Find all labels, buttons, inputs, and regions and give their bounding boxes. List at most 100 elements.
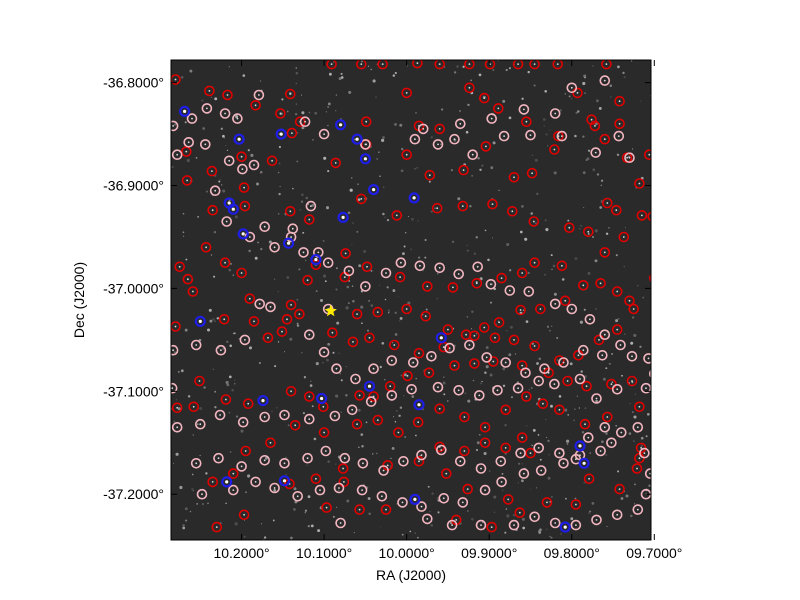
source-star — [386, 464, 389, 467]
source-star — [308, 395, 311, 398]
source-star — [638, 405, 641, 408]
source-marker-1 — [259, 454, 271, 466]
background-star — [307, 495, 311, 499]
background-star — [352, 222, 354, 224]
background-star — [382, 212, 385, 216]
background-star — [611, 381, 614, 383]
source-marker-0 — [634, 178, 645, 189]
background-star — [394, 122, 397, 126]
background-star — [300, 193, 304, 197]
background-star — [484, 371, 487, 374]
background-star — [490, 301, 492, 304]
source-marker-1 — [504, 285, 516, 296]
source-star — [518, 511, 521, 514]
background-star — [574, 408, 576, 410]
source-star — [199, 423, 202, 426]
source-star — [405, 92, 408, 94]
source-star — [484, 426, 486, 429]
source-star — [588, 477, 590, 480]
background-star — [558, 395, 562, 398]
blue-source-marker — [351, 133, 363, 145]
source-star — [498, 321, 500, 324]
background-star — [629, 403, 631, 405]
source-marker-1 — [259, 411, 271, 423]
background-star — [642, 296, 645, 299]
background-star — [493, 511, 496, 514]
source-star — [382, 469, 385, 472]
source-star — [325, 506, 328, 509]
background-star — [537, 434, 540, 436]
source-star — [484, 441, 486, 444]
source-star — [543, 367, 546, 370]
background-star — [384, 379, 386, 381]
source-marker-1 — [314, 484, 326, 496]
background-star — [378, 151, 380, 153]
source-marker-1 — [407, 357, 419, 368]
source-marker-1 — [213, 452, 224, 464]
source-marker-1 — [232, 113, 243, 124]
background-star — [485, 346, 489, 350]
background-star — [547, 476, 551, 480]
background-star — [583, 74, 587, 78]
source-star — [248, 297, 251, 300]
background-star — [473, 252, 476, 255]
source-star — [254, 481, 257, 483]
source-marker-0 — [486, 521, 498, 533]
background-star — [228, 268, 232, 272]
background-star — [395, 410, 398, 412]
source-star — [240, 465, 243, 468]
background-star — [205, 472, 208, 475]
source-star — [610, 441, 613, 444]
source-marker-1 — [357, 457, 369, 469]
source-star — [497, 107, 500, 110]
background-star — [214, 390, 217, 393]
background-star — [335, 110, 337, 112]
background-star — [187, 395, 191, 398]
source-marker-1 — [570, 519, 582, 531]
source-marker-1 — [512, 382, 524, 394]
y-axis-ticks: -36.8000° -36.9000° -37.0000° -37.1000° -37.… — [103, 75, 651, 502]
source-star — [553, 383, 556, 385]
source-marker-0 — [368, 391, 379, 402]
source-star — [476, 265, 479, 268]
background-star — [466, 249, 469, 252]
source-marker-0 — [394, 271, 406, 283]
background-star — [550, 404, 553, 408]
background-star — [391, 446, 395, 450]
source-star — [289, 210, 292, 213]
background-star — [174, 123, 177, 126]
source-star — [603, 426, 606, 429]
source-marker-0 — [262, 332, 274, 344]
source-star — [320, 396, 324, 401]
source-marker-1 — [343, 265, 355, 277]
background-star — [306, 464, 308, 466]
background-star — [258, 361, 261, 365]
source-star — [422, 127, 425, 130]
background-star — [533, 84, 536, 87]
source-marker-1 — [496, 476, 507, 488]
source-marker-0 — [610, 204, 622, 216]
source-marker-1 — [611, 383, 623, 395]
background-star — [583, 308, 586, 311]
blue-source-marker — [359, 153, 371, 165]
source-star — [636, 467, 638, 470]
source-star — [582, 461, 586, 465]
background-star — [550, 254, 553, 257]
source-marker-0 — [549, 144, 560, 155]
source-star — [531, 172, 533, 175]
source-star — [358, 394, 361, 397]
source-marker-1 — [395, 257, 407, 269]
background-star — [574, 257, 578, 261]
source-star — [211, 209, 214, 212]
source-marker-0 — [351, 418, 363, 430]
background-star — [260, 247, 263, 251]
source-star — [390, 359, 393, 362]
source-star — [204, 143, 207, 146]
source-marker-1 — [279, 457, 290, 469]
source-marker-1 — [331, 363, 342, 375]
source-star — [187, 278, 189, 281]
background-star — [506, 329, 508, 332]
background-star — [387, 309, 391, 312]
source-star — [468, 63, 471, 65]
background-star — [547, 145, 549, 147]
